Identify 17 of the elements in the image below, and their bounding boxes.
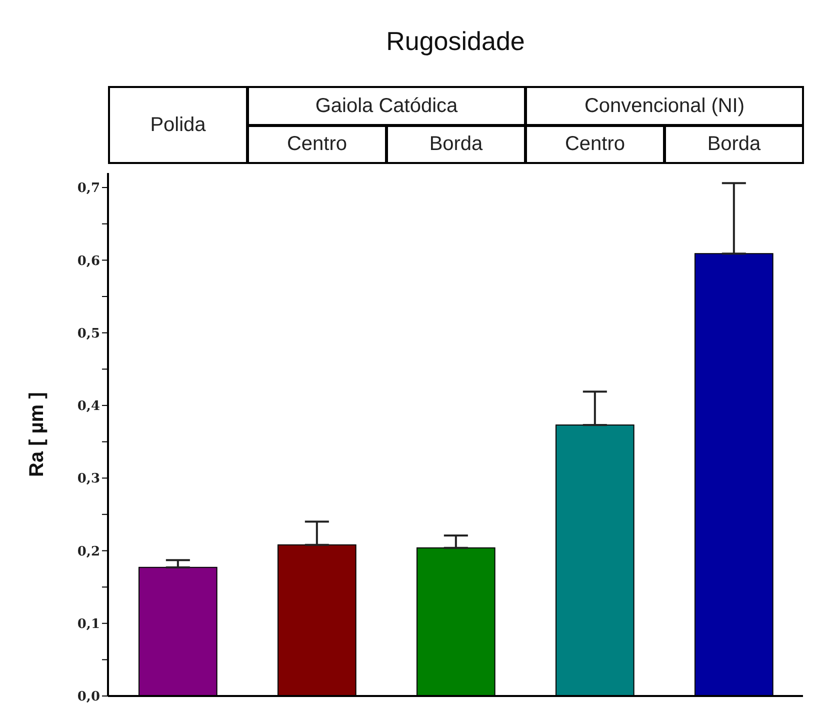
y-tick-label: 0,5	[77, 326, 100, 342]
x-tick-label: Centro	[525, 125, 665, 164]
x-tick-label: Borda	[664, 125, 804, 164]
y-tick-label: 0,0	[77, 690, 100, 705]
y-tick-label: 0,3	[77, 472, 100, 487]
x-tick-label: Borda	[386, 125, 526, 164]
y-tick-label: 0,6	[77, 254, 100, 269]
y-tick-label: 0,1	[77, 616, 100, 632]
x-tick-label: Centro	[247, 125, 387, 164]
text: Convencional (NI)	[525, 86, 804, 126]
chart-title: Rugosidade	[385, 26, 526, 57]
y-axis-title: Ra [ µm ]	[26, 392, 48, 477]
x-tick-label: Polida	[108, 86, 248, 164]
text: Gaiola Catódica	[247, 86, 526, 126]
y-tick-label: 0,2	[77, 544, 100, 560]
y-tick-label: 0,4	[77, 399, 100, 414]
y-tick-label: 0,7	[77, 181, 100, 196]
